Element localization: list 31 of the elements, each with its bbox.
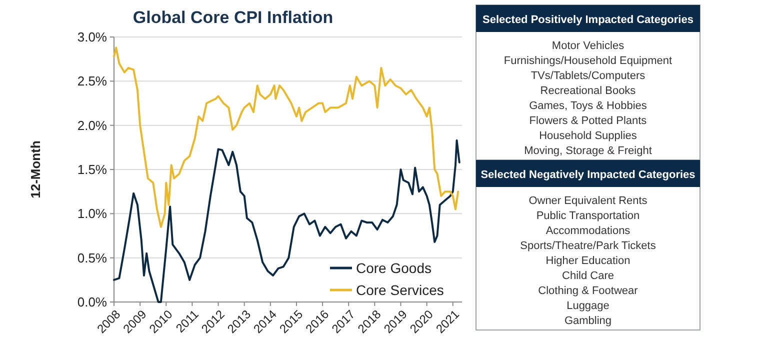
text: Furnishings/Household Equipment bbox=[504, 54, 672, 67]
y-tick-label: 2.5% bbox=[77, 74, 108, 89]
text: Selected Negatively Impacted Categories bbox=[480, 168, 696, 181]
y-tick-label: 2.0% bbox=[77, 118, 108, 133]
text: Clothing & Footwear bbox=[538, 284, 638, 297]
text: Household Supplies bbox=[539, 130, 638, 142]
text: Games, Toys & Hobbies bbox=[529, 100, 648, 112]
y-tick-label: 1.0% bbox=[77, 206, 108, 222]
text: Motor Vehicles bbox=[552, 40, 625, 52]
text: Child Care bbox=[562, 270, 614, 282]
text: Sports/Theatre/Park Tickets bbox=[520, 240, 656, 252]
text: Accommodations bbox=[546, 224, 631, 237]
text: Flowers & Potted Plants bbox=[529, 114, 648, 127]
y-tick-label: 1.5% bbox=[77, 162, 108, 178]
chart-title: Global Core CPI Inflation bbox=[132, 8, 334, 27]
text: TVs/Tablets/Computers bbox=[530, 70, 646, 82]
text: Higher Education bbox=[546, 254, 630, 267]
text: Public Transportation bbox=[536, 210, 640, 222]
legend-label: Core Services bbox=[356, 282, 444, 298]
text: Luggage bbox=[566, 300, 610, 312]
line-series bbox=[113, 46, 460, 228]
text: Owner Equivalent Rents bbox=[528, 194, 648, 207]
text: Gambling bbox=[564, 314, 612, 327]
y-tick-label: 0.5% bbox=[77, 250, 108, 266]
y-tick-label: 0.0% bbox=[77, 294, 108, 310]
legend-label: Core Goods bbox=[356, 260, 432, 276]
text: Recreational Books bbox=[540, 84, 636, 97]
text: Moving, Storage & Freight bbox=[524, 144, 652, 157]
y-axis-title: 12-Month bbox=[28, 140, 43, 198]
text: Selected Positively Impacted Categories bbox=[482, 14, 694, 26]
y-tick-label: 3.0% bbox=[77, 30, 108, 45]
